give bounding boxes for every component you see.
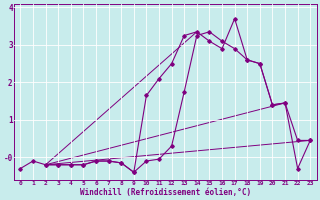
- X-axis label: Windchill (Refroidissement éolien,°C): Windchill (Refroidissement éolien,°C): [80, 188, 251, 197]
